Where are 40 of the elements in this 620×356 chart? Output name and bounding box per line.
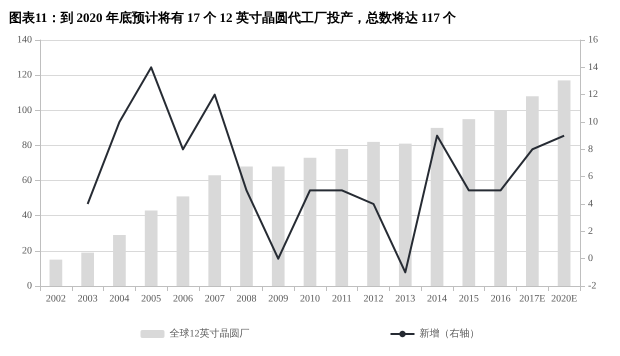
x-tick-label: 2014 <box>427 294 448 304</box>
x-tick-label: 2020E <box>551 294 578 304</box>
chart-title: 图表11：到 2020 年底预计将有 17 个 12 英寸晶圆代工厂投产，总数将达 117 个 <box>9 10 458 25</box>
y-tick-label: 120 <box>17 70 32 81</box>
y-tick-label: 20 <box>22 245 32 256</box>
y2-tick-label: 2 <box>588 226 593 237</box>
x-tick-label: 2007 <box>204 294 225 304</box>
bar <box>50 260 62 286</box>
x-tick-label: 2010 <box>300 294 320 304</box>
x-tick-label: 2004 <box>109 294 130 304</box>
y-tick-label: 100 <box>17 104 32 116</box>
x-tick-label: 2013 <box>395 294 416 304</box>
x-tick-label: 2006 <box>172 294 193 304</box>
x-tick-label: 2009 <box>268 294 288 304</box>
x-tick-label: 2017E <box>519 294 546 304</box>
y-tick-label: 80 <box>22 140 32 151</box>
x-tick-label: 2012 <box>364 294 384 304</box>
y2-tick-label: 0 <box>588 253 593 264</box>
y2-tick-label: 6 <box>588 171 593 182</box>
y2-tick-label: 16 <box>588 34 598 46</box>
line-series <box>86 66 566 274</box>
legend-label: 新增（右轴） <box>420 328 480 340</box>
y-tick-label: 140 <box>17 34 32 46</box>
y2-tick-label: 8 <box>588 144 593 155</box>
y2-tick-label: 10 <box>588 116 598 128</box>
y2-tick-label: 14 <box>588 62 598 73</box>
x-tick-label: 2002 <box>46 294 66 304</box>
x-tick-label: 2016 <box>490 294 511 304</box>
y-tick-label: 40 <box>22 210 32 222</box>
y2-tick-label: 4 <box>588 198 593 210</box>
y-tick-label: 60 <box>22 175 32 186</box>
x-tick-label: 2011 <box>332 294 352 304</box>
x-tick-label: 2008 <box>236 294 256 304</box>
legend-label: 全球12英寸晶圆厂 <box>170 328 250 340</box>
y2-tick-label: -2 <box>588 280 596 292</box>
y-tick-label: 0 <box>27 280 32 292</box>
y2-tick-label: 12 <box>588 89 598 100</box>
x-tick-label: 2005 <box>141 294 162 304</box>
x-tick-label: 2015 <box>458 294 479 304</box>
x-tick-label: 2003 <box>78 294 98 304</box>
